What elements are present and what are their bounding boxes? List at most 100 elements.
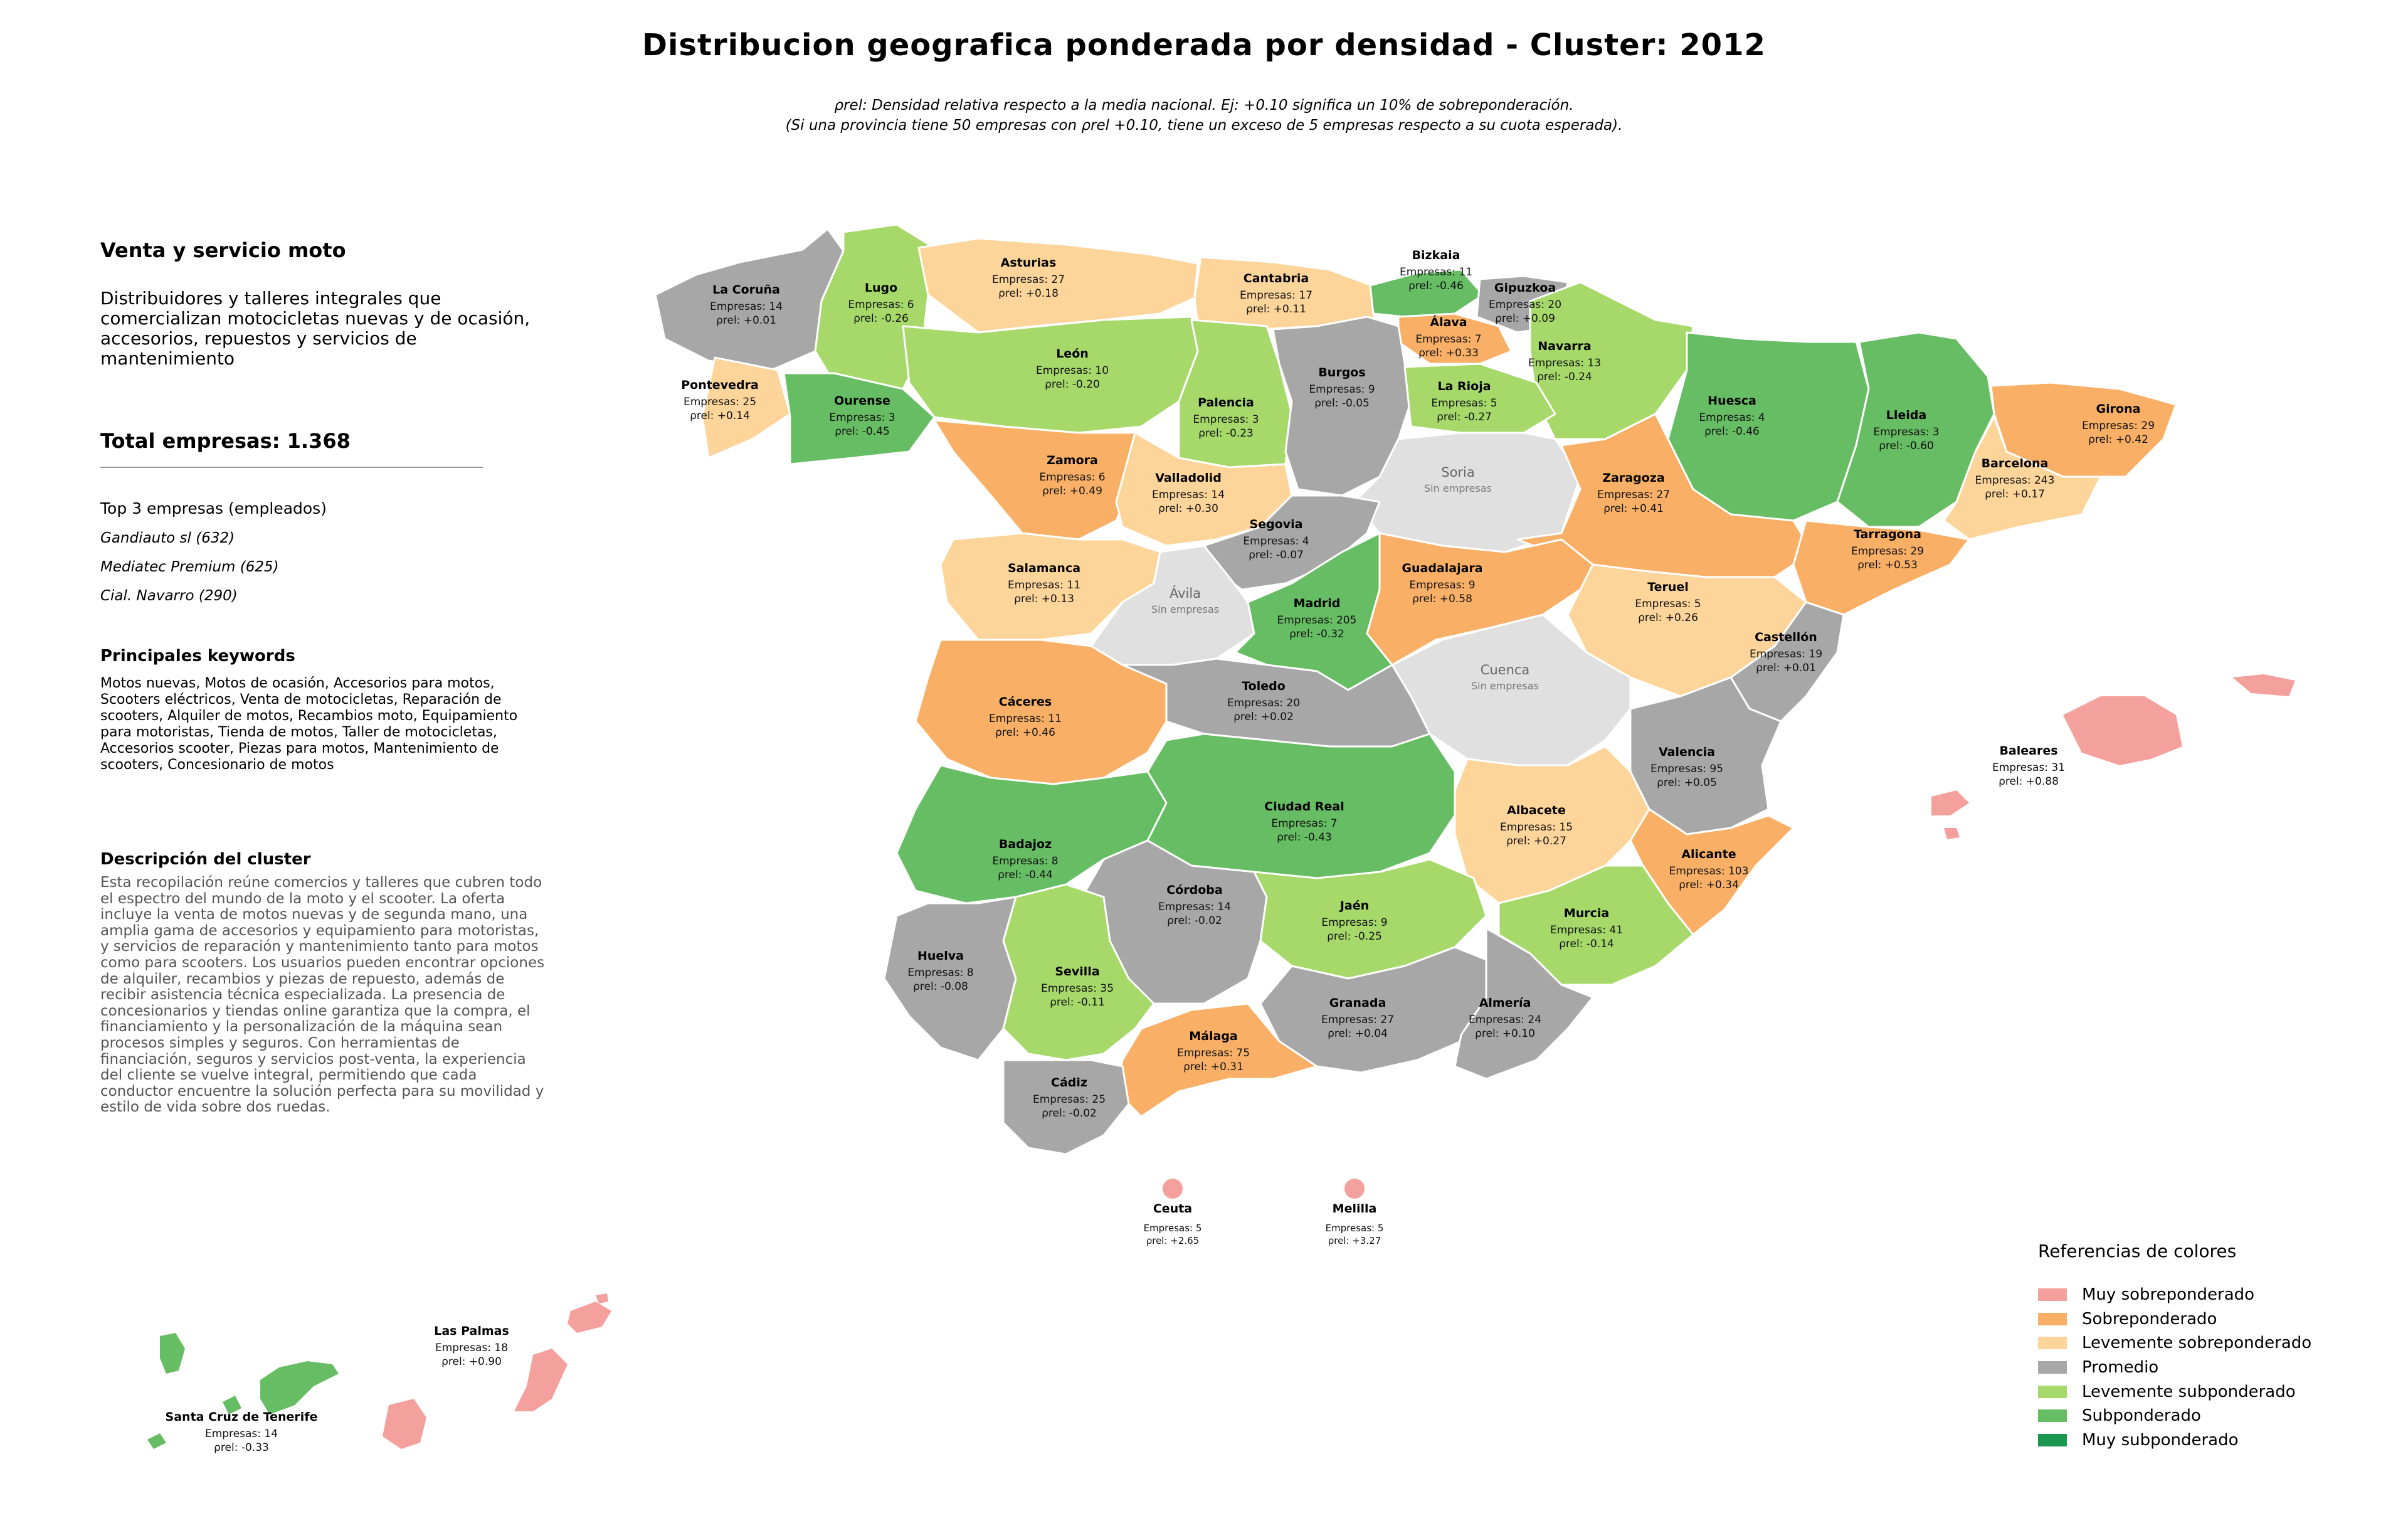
legend-item-levemente-subponderado: Levemente subponderado (2038, 1379, 2311, 1404)
legend-label: Muy subponderado (2082, 1430, 2239, 1450)
province-rho-santa-cruz-de-tenerife: ρrel: -0.33 (214, 1441, 269, 1454)
province-name-soria: Soria (1441, 465, 1475, 480)
province-empresas-jaen: Empresas: 9 (1321, 916, 1387, 929)
province-rho-murcia: ρrel: -0.14 (1559, 938, 1614, 950)
province-empresas-cantabria: Empresas: 17 (1240, 289, 1312, 302)
legend-label: Levemente subponderado (2082, 1382, 2296, 1401)
province-name-alicante: Alicante (1681, 847, 1736, 861)
province-empresas-gipuzkoa: Empresas: 20 (1489, 299, 1561, 311)
province-empresas-sevilla: Empresas: 35 (1041, 982, 1114, 995)
province-empresas-malaga: Empresas: 75 (1177, 1047, 1250, 1059)
legend-swatch (2038, 1385, 2067, 1398)
province-rho-pontevedra: ρrel: +0.14 (690, 410, 750, 422)
keywords-text: Motos nuevas, Motos de ocasión, Accesori… (100, 676, 518, 773)
province-rho-asturias: ρrel: +0.18 (998, 287, 1059, 300)
province-name-guadalajara: Guadalajara (1402, 561, 1482, 575)
province-empresas-la-rioja: Empresas: 5 (1431, 397, 1497, 410)
province-rho-toledo: ρrel: +0.02 (1233, 711, 1294, 723)
province-name-granada: Granada (1329, 996, 1386, 1010)
province-name-badajoz: Badajoz (999, 837, 1052, 851)
province-sin-empresas-soria: Sin empresas (1424, 482, 1492, 494)
province-empresas-valladolid: Empresas: 14 (1152, 489, 1225, 501)
description-text: Esta recopilación reúne comercios y tall… (100, 874, 545, 1116)
province-name-girona: Girona (2096, 402, 2141, 416)
province-name-tarragona: Tarragona (1854, 528, 1921, 541)
province-rho-malaga: ρrel: +0.31 (1183, 1061, 1244, 1073)
province-name-valencia: Valencia (1659, 745, 1715, 759)
province-empresas-ciudad-real: Empresas: 7 (1271, 817, 1337, 830)
province-empresas-segovia: Empresas: 4 (1243, 535, 1309, 548)
divider (100, 467, 483, 468)
province-name-castellon: Castellón (1755, 630, 1817, 644)
province-empresas-castellon: Empresas: 19 (1750, 648, 1822, 661)
province-empresas-murcia: Empresas: 41 (1550, 924, 1623, 936)
province-rho-navarra: ρrel: -0.24 (1537, 371, 1592, 383)
province-empresas-alava: Empresas: 7 (1415, 333, 1481, 346)
province-baleares-part-1 (2063, 696, 2182, 765)
province-name-burgos: Burgos (1318, 366, 1365, 379)
province-rho-guadalajara: ρrel: +0.58 (1412, 593, 1472, 605)
legend-item-sobreponderado: Sobreponderado (2038, 1307, 2311, 1332)
province-name-madrid: Madrid (1294, 597, 1341, 610)
legend-item-subponderado: Subponderado (2038, 1404, 2311, 1428)
legend-label: Subponderado (2082, 1406, 2201, 1426)
legend-item-levemente-sobreponderado: Levemente sobreponderado (2038, 1331, 2311, 1356)
province-rho-sevilla: ρrel: -0.11 (1050, 996, 1105, 1009)
province-name-gipuzkoa: Gipuzkoa (1494, 281, 1556, 295)
cluster-name: Venta y servicio moto (100, 238, 346, 262)
province-name-salamanca: Salamanca (1008, 561, 1080, 575)
province-name-jaen: Jaén (1339, 899, 1369, 913)
province-empresas-asturias: Empresas: 27 (992, 273, 1065, 286)
province-empresas-navarra: Empresas: 13 (1528, 357, 1601, 369)
province-rho-ourense: ρrel: -0.45 (835, 425, 890, 438)
province-rho-huesca: ρrel: -0.46 (1704, 425, 1760, 438)
province-empresas-ourense: Empresas: 3 (829, 411, 895, 424)
total-companies: Total empresas: 1.368 (100, 429, 351, 453)
subtitle-line-2: (Si una provincia tiene 50 empresas con … (785, 117, 1623, 134)
province-empresas-almeria: Empresas: 24 (1469, 1014, 1541, 1026)
province-empresas-zaragoza: Empresas: 27 (1597, 489, 1670, 501)
legend-label: Levemente sobreponderado (2082, 1334, 2312, 1353)
province-name-palencia: Palencia (1198, 396, 1254, 410)
province-name-ciudad-real: Ciudad Real (1264, 800, 1344, 814)
province-rho-girona: ρrel: +0.42 (2088, 433, 2148, 446)
province-rho-la-coruna: ρrel: +0.01 (716, 314, 776, 327)
province-santa-cruz-de-tenerife-part-4 (147, 1433, 166, 1449)
province-empresas-caceres: Empresas: 11 (989, 713, 1062, 725)
province-empresas-la-coruna: Empresas: 14 (710, 300, 783, 313)
province-rho-barcelona: ρrel: +0.17 (1985, 488, 2045, 501)
province-empresas-baleares: Empresas: 31 (1992, 761, 2065, 774)
province-empresas-santa-cruz-de-tenerife: Empresas: 14 (205, 1428, 278, 1440)
legend-items: Muy sobreponderado Sobreponderado Levement… (2038, 1283, 2311, 1452)
province-rho-ceuta: ρrel: +2.65 (1146, 1235, 1200, 1246)
map-title: Distribucion geografica ponderada por de… (642, 28, 1766, 63)
province-empresas-granada: Empresas: 27 (1321, 1014, 1394, 1026)
province-empresas-cadiz: Empresas: 25 (1033, 1093, 1106, 1106)
province-rho-caceres: ρrel: +0.46 (995, 726, 1055, 739)
province-rho-gipuzkoa: ρrel: +0.09 (1495, 312, 1555, 325)
legend-label: Muy sobreponderado (2082, 1285, 2255, 1305)
province-rho-granada: ρrel: +0.04 (1328, 1027, 1388, 1040)
province-melilla (1344, 1179, 1365, 1199)
province-name-avila: Ávila (1170, 585, 1201, 601)
province-sin-empresas-avila: Sin empresas (1151, 603, 1219, 615)
province-name-ceuta: Ceuta (1153, 1202, 1192, 1216)
province-zamora (933, 419, 1136, 541)
province-rho-madrid: ρrel: -0.32 (1289, 628, 1344, 640)
legend-item-muy-sobreponderado: Muy sobreponderado (2038, 1283, 2311, 1307)
province-rho-zamora: ρrel: +0.49 (1042, 485, 1102, 497)
province-rho-cordoba: ρrel: -0.02 (1167, 915, 1222, 927)
province-rho-palencia: ρrel: -0.23 (1198, 427, 1254, 440)
province-rho-bizkaia: ρrel: -0.46 (1408, 280, 1464, 292)
province-rho-lugo: ρrel: -0.26 (853, 312, 909, 325)
province-pontevedra (701, 356, 791, 459)
province-rho-lleida: ρrel: -0.60 (1879, 440, 1934, 452)
province-name-lleida: Lleida (1886, 408, 1926, 422)
legend-item-muy-subponderado: Muy subponderado (2038, 1428, 2311, 1453)
province-empresas-leon: Empresas: 10 (1036, 364, 1109, 377)
province-empresas-guadalajara: Empresas: 9 (1409, 579, 1475, 592)
province-rho-huelva: ρrel: -0.08 (913, 980, 968, 993)
province-rho-tarragona: ρrel: +0.53 (1857, 559, 1918, 571)
